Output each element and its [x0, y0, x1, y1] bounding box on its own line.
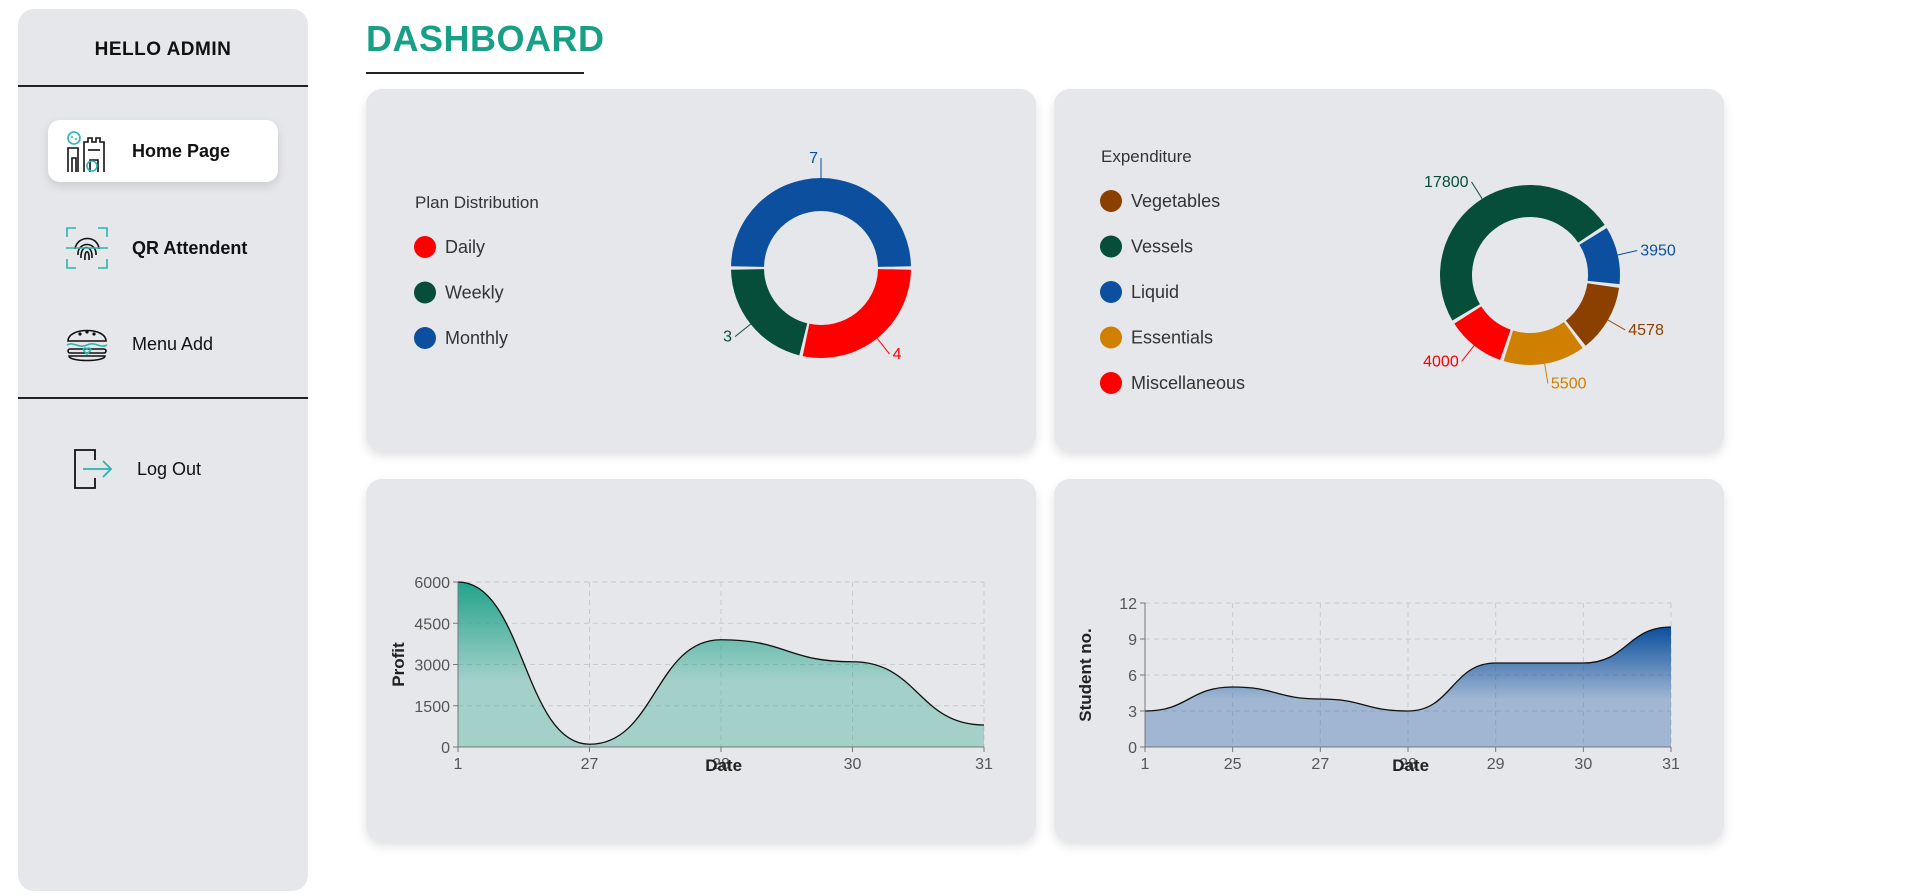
x-tick-label: 27 [1311, 756, 1329, 773]
pie-value-label: 7 [809, 150, 818, 167]
y-tick-label: 1500 [414, 699, 450, 716]
legend-label: Weekly [445, 283, 504, 303]
expenditure-chart: Expenditure Vegetables Vessels Liquid Essen… [1100, 147, 1676, 394]
x-tick-label: 28 [712, 756, 730, 773]
y-axis-title: Student no. [1076, 628, 1095, 721]
legend-swatch [1100, 235, 1122, 258]
pie-slice-liquid [1579, 227, 1620, 285]
legend-title: Expenditure [1101, 147, 1192, 166]
x-tick-label: 27 [581, 756, 599, 773]
y-tick-label: 6 [1128, 668, 1137, 685]
y-tick-label: 0 [441, 740, 450, 757]
expenditure-card: Expenditure Vegetables Vessels Liquid Essen… [1054, 89, 1724, 451]
sidebar-item-label: QR Attendent [132, 237, 248, 258]
x-axis-title: Date [705, 756, 742, 775]
label-leader-line [1617, 250, 1638, 256]
series-line [457, 581, 985, 745]
pie-value-label: 3 [723, 329, 732, 346]
x-tick-label: 1 [454, 756, 463, 773]
legend-label: Miscellaneous [1131, 373, 1245, 393]
student-card: 0 3 6 9 12 1 25 27 28 29 30 31 Date Student no. [1054, 479, 1724, 841]
fingerprint-scan-icon [64, 225, 110, 271]
sidebar-item-home[interactable]: Home Page [48, 120, 278, 182]
series-line [1144, 626, 1672, 712]
pie-value-label: 4000 [1423, 353, 1459, 370]
admin-greeting: HELLO ADMIN [94, 39, 232, 60]
x-tick-label: 28 [1399, 756, 1417, 773]
sidebar-item-label: Home Page [132, 140, 231, 161]
legend-swatch [1100, 372, 1122, 394]
sidebar: HELLO ADMIN Home Page [18, 9, 308, 891]
legend-label: Liquid [1131, 282, 1179, 302]
label-leader-line [1461, 345, 1475, 362]
label-leader-line [734, 323, 751, 337]
burger-icon [64, 321, 110, 367]
pie-value-label: 17800 [1424, 174, 1469, 191]
logout-button[interactable]: Log Out [53, 438, 283, 500]
pie-slice-miscellaneous [1454, 306, 1511, 360]
legend-label: Daily [445, 237, 485, 257]
profit-chart: 0 1500 3000 4500 6000 1 27 28 30 31 Date Profit [389, 575, 993, 775]
sidebar-item-qr-attendent[interactable]: QR Attendent [48, 217, 278, 279]
x-tick-label: 30 [1574, 756, 1592, 773]
x-tick-label: 29 [1487, 756, 1505, 773]
x-tick-label: 31 [975, 756, 993, 773]
area-fill [458, 582, 984, 747]
page-title: DASHBOARD [366, 18, 605, 59]
x-tick-label: 31 [1662, 756, 1680, 773]
legend-label: Essentials [1131, 328, 1213, 348]
pie-slice-monthly [731, 178, 911, 267]
legend-swatch [1100, 281, 1122, 303]
y-tick-label: 3 [1128, 704, 1137, 721]
profit-card: 0 1500 3000 4500 6000 1 27 28 30 31 Date Profit [366, 479, 1036, 841]
y-tick-label: 6000 [414, 575, 450, 592]
label-leader-line [876, 338, 890, 355]
x-tick-label: 30 [844, 756, 862, 773]
sidebar-item-label: Menu Add [132, 333, 214, 354]
y-tick-label: 12 [1119, 596, 1137, 613]
pie-slice-daily [802, 269, 911, 358]
legend-swatch [414, 236, 436, 258]
legend-swatch [414, 327, 436, 349]
plan-distribution-chart: Plan Distribution Daily Weekly Monthly 4 3 7 [414, 150, 911, 363]
logout-icon [69, 446, 115, 492]
pie-value-label: 4578 [1628, 322, 1664, 339]
y-tick-label: 0 [1128, 740, 1137, 757]
home-castle-icon [64, 128, 110, 174]
x-axis-title: Date [1392, 756, 1429, 775]
legend-label: Vegetables [1131, 191, 1220, 211]
plan-distribution-card: Plan Distribution Daily Weekly Monthly 4 3 7 [366, 89, 1036, 451]
title-underline [366, 72, 584, 74]
y-tick-label: 3000 [414, 658, 450, 675]
legend-title: Plan Distribution [415, 193, 539, 212]
logout-label: Log Out [137, 458, 202, 479]
y-axis-title: Profit [389, 642, 408, 687]
pie-value-label: 5500 [1551, 376, 1587, 393]
label-leader-line [1471, 181, 1483, 200]
x-tick-label: 1 [1141, 756, 1150, 773]
pie-slice-essentials [1503, 322, 1583, 365]
y-tick-label: 4500 [414, 616, 450, 633]
legend-label: Vessels [1131, 237, 1193, 257]
pie-slice-vegetables [1565, 283, 1620, 346]
legend-swatch [1100, 326, 1122, 349]
x-tick-label: 25 [1224, 756, 1242, 773]
pie-slice-weekly [731, 269, 808, 356]
label-leader-line [1607, 319, 1626, 331]
sidebar-divider-top [18, 85, 308, 87]
pie-value-label: 3950 [1640, 243, 1676, 260]
pie-slice-vessels [1439, 184, 1605, 321]
student-chart: 0 3 6 9 12 1 25 27 28 29 30 31 Date Student no. [1076, 596, 1680, 775]
legend-label: Monthly [445, 328, 508, 348]
legend-swatch [1100, 190, 1122, 212]
sidebar-divider-bottom [18, 397, 308, 399]
sidebar-item-menu-add[interactable]: Menu Add [48, 313, 278, 375]
y-tick-label: 9 [1128, 632, 1137, 649]
area-fill [1145, 627, 1671, 747]
legend-swatch [414, 281, 436, 304]
pie-value-label: 4 [893, 346, 902, 363]
label-leader-line [1544, 363, 1549, 384]
